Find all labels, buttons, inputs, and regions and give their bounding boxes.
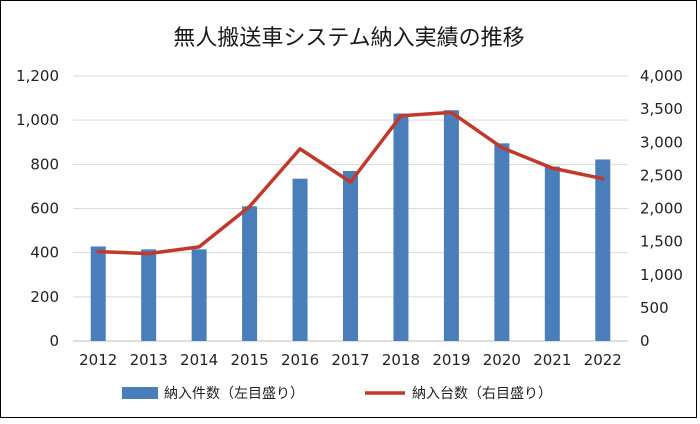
legend-bar-label: 納入件数（左目盛り） xyxy=(164,386,304,402)
right-tick-label: 3,500 xyxy=(640,100,683,118)
bar xyxy=(242,206,258,341)
x-tick-label: 2019 xyxy=(432,351,470,369)
bar xyxy=(292,178,308,341)
x-tick-label: 2014 xyxy=(180,351,218,369)
right-tick-label: 1,000 xyxy=(640,266,683,284)
left-tick-label: 400 xyxy=(30,244,59,262)
line-point xyxy=(551,166,554,170)
left-tick-label: 200 xyxy=(30,288,59,306)
x-tick-label: 2016 xyxy=(281,351,319,369)
line-point xyxy=(450,111,453,114)
bar xyxy=(595,159,611,341)
left-tick-label: 1,000 xyxy=(16,111,59,129)
x-tick-label: 2017 xyxy=(331,351,369,369)
bar xyxy=(544,166,560,341)
chart-title: 無人搬送車システム納入実績の推移 xyxy=(173,26,524,51)
bar xyxy=(90,246,106,341)
right-tick-label: 1,500 xyxy=(640,233,683,251)
line-series-delivery-units xyxy=(96,110,605,256)
right-tick-label: 0 xyxy=(640,332,650,350)
bar xyxy=(443,110,459,342)
line-point xyxy=(601,177,604,180)
legend-line-label: 納入台数（右目盛り） xyxy=(412,386,552,402)
line-point xyxy=(197,245,201,249)
right-tick-label: 500 xyxy=(640,299,669,317)
x-axis: 2012 2013 2014 2015 2016 2017 2018 2019 2020 2021… xyxy=(79,351,622,369)
legend: 納入件数（左目盛り） 納入台数（右目盛り） xyxy=(122,386,552,402)
bar-series-delivery-count xyxy=(90,110,611,342)
line-point xyxy=(298,147,302,151)
bar xyxy=(191,249,207,341)
right-tick-label: 2,000 xyxy=(640,200,683,218)
left-tick-label: 0 xyxy=(49,332,59,350)
line-point xyxy=(349,180,352,184)
bar xyxy=(343,170,358,341)
line-point xyxy=(500,146,504,149)
left-tick-label: 800 xyxy=(30,155,59,173)
line-point xyxy=(399,114,403,117)
left-y-axis: 0 200 400 600 800 1,000 1,200 xyxy=(16,67,59,350)
right-tick-label: 2,500 xyxy=(640,166,683,184)
x-tick-label: 2013 xyxy=(130,351,168,369)
right-y-axis: 0 500 1,000 1,500 2,000 2,500 3,000 3,500 4,000 xyxy=(640,67,683,350)
x-tick-label: 2015 xyxy=(230,351,268,369)
legend-bar-swatch xyxy=(122,387,158,399)
bar xyxy=(141,249,157,341)
line-point xyxy=(147,252,150,255)
bar xyxy=(393,113,409,342)
right-tick-label: 4,000 xyxy=(640,67,683,85)
x-tick-label: 2020 xyxy=(483,351,521,369)
left-tick-label: 600 xyxy=(30,200,59,218)
x-tick-label: 2018 xyxy=(382,351,420,369)
x-tick-label: 2022 xyxy=(584,351,622,369)
line-point xyxy=(248,205,251,208)
x-tick-label: 2012 xyxy=(79,351,117,369)
left-tick-label: 1,200 xyxy=(16,67,59,85)
right-tick-label: 3,000 xyxy=(640,133,683,151)
x-tick-label: 2021 xyxy=(533,351,571,369)
line-point xyxy=(97,250,100,253)
bar xyxy=(494,143,510,341)
